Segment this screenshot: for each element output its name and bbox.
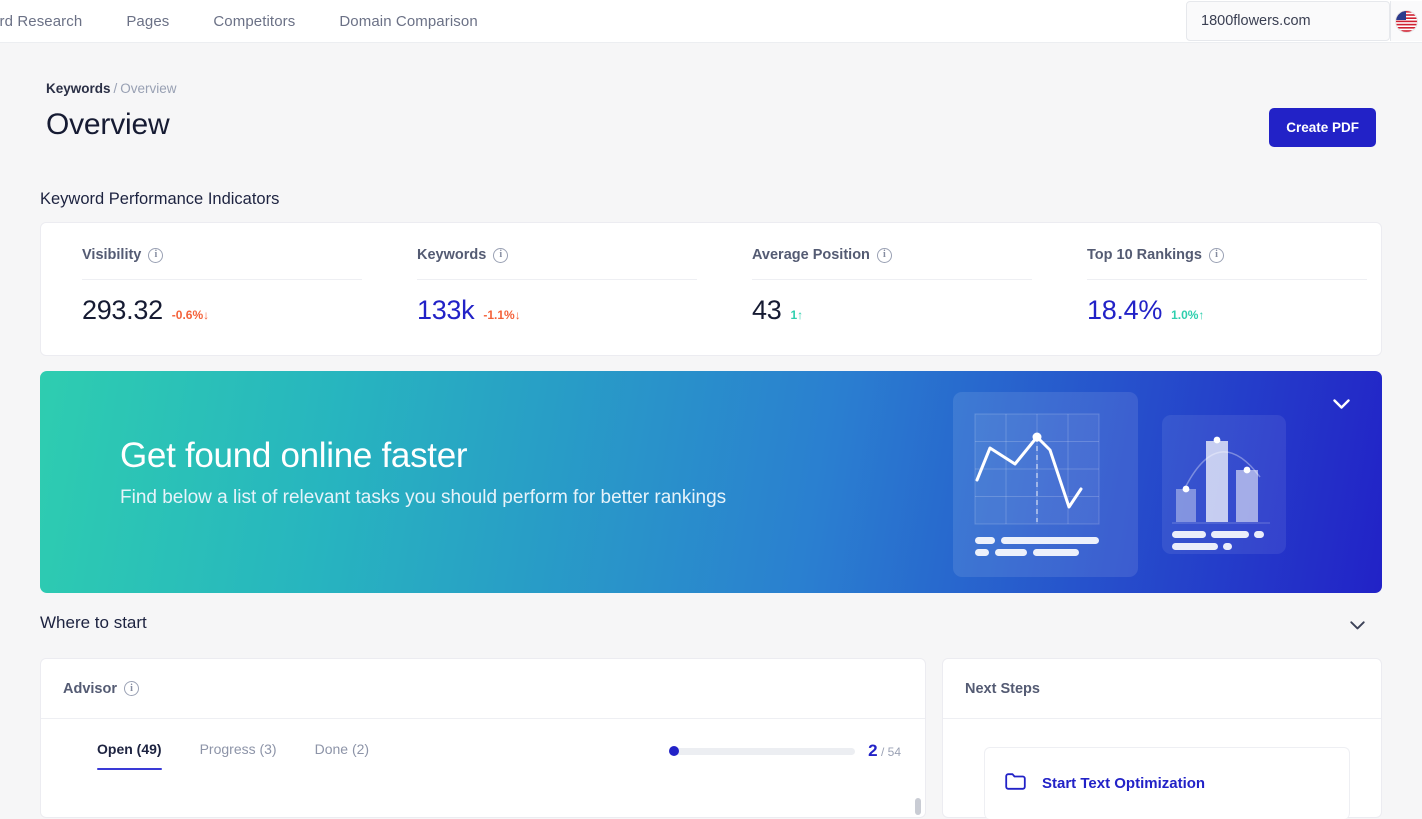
advisor-header: Advisor i — [41, 659, 925, 719]
kpi-delta-value: 1 — [790, 308, 798, 322]
promo-subline: Find below a list of relevant tasks you … — [120, 487, 727, 508]
advisor-card: Advisor i Open (49) Progress (3) Done (2… — [40, 658, 926, 818]
arrow-down-icon: ↓ — [514, 308, 521, 322]
info-icon[interactable]: i — [1208, 247, 1224, 263]
nav-item-domain-comparison[interactable]: Domain Comparison — [339, 12, 478, 30]
kpi-header: Top 10 Rankings i — [1087, 247, 1381, 263]
kpi-header: Average Position i — [752, 247, 1046, 263]
progress-counter: 2 / 54 — [868, 741, 901, 761]
tab-progress[interactable]: Progress (3) — [199, 741, 277, 757]
promo-banner: Get found online faster Find below a lis… — [40, 371, 1382, 593]
next-steps-title: Next Steps — [965, 680, 1040, 697]
kpi-value[interactable]: 133k — [417, 295, 475, 325]
top-navigation-bar: Keyword Research Pages Competitors Domai… — [0, 0, 1422, 43]
kpi-value-row: 133k -1.1%↓ — [417, 295, 521, 326]
kpi-section-title: Keyword Performance Indicators — [40, 190, 280, 208]
progress-current: 2 — [868, 741, 878, 760]
info-icon[interactable]: i — [493, 247, 509, 263]
chevron-down-icon[interactable] — [1328, 391, 1354, 417]
kpi-value: 43 — [752, 295, 782, 325]
nav-item-keyword-research[interactable]: Keyword Research — [0, 12, 83, 30]
kpi-label: Top 10 Rankings — [1087, 247, 1202, 263]
nav-item-pages[interactable]: Pages — [126, 12, 170, 30]
us-flag-icon — [1396, 10, 1417, 32]
kpi-cell-average-position: Average Position i 43 1↑ — [711, 223, 1046, 355]
info-icon[interactable]: i — [148, 247, 164, 263]
country-selector[interactable] — [1390, 1, 1422, 41]
progress-handle[interactable] — [669, 746, 680, 756]
kpi-label: Keywords — [417, 247, 487, 263]
tab-open[interactable]: Open (49) — [97, 741, 162, 770]
kpi-divider — [1087, 279, 1367, 280]
kpi-cell-visibility: Visibility i 293.32 -0.6%↓ — [41, 223, 376, 355]
kpi-delta: -1.1%↓ — [483, 308, 520, 322]
kpi-delta: -0.6%↓ — [172, 308, 209, 322]
next-steps-card: Next Steps Start Text Optimization — [942, 658, 1382, 819]
info-icon[interactable]: i — [124, 681, 139, 696]
breadcrumb-separator: / — [113, 81, 118, 96]
kpi-cell-top-10-rankings: Top 10 Rankings i 18.4% 1.0%↑ — [1046, 223, 1381, 355]
kpi-value-row: 18.4% 1.0%↑ — [1087, 295, 1204, 326]
arrow-up-icon: ↑ — [1198, 308, 1205, 322]
kpi-header: Keywords i — [417, 247, 711, 263]
progress-total: / 54 — [880, 745, 901, 759]
kpi-divider — [82, 279, 362, 280]
kpi-value-row: 43 1↑ — [752, 295, 803, 326]
kpi-label: Average Position — [752, 247, 870, 263]
top-nav-items: Keyword Research Pages Competitors Domai… — [0, 0, 522, 42]
breadcrumb-root[interactable]: Keywords — [46, 81, 111, 96]
line-chart-illustration — [953, 392, 1138, 577]
where-to-start-title: Where to start — [40, 613, 147, 632]
progress-slider[interactable] — [669, 746, 856, 756]
advisor-scrollbar[interactable] — [915, 798, 921, 815]
chevron-down-icon[interactable] — [1346, 615, 1368, 637]
arrow-up-icon: ↑ — [797, 308, 804, 322]
domain-selector[interactable]: 1800flowers.com — [1186, 1, 1390, 41]
arrow-down-icon: ↓ — [203, 308, 210, 322]
kpi-delta-value: -1.1% — [483, 308, 515, 322]
kpi-delta: 1.0%↑ — [1171, 308, 1204, 322]
tab-done[interactable]: Done (2) — [314, 741, 370, 757]
advisor-body: Open (49) Progress (3) Done (2) 2 / 54 — [41, 719, 925, 770]
nav-item-competitors[interactable]: Competitors — [213, 12, 296, 30]
kpi-value[interactable]: 18.4% — [1087, 295, 1163, 325]
kpi-card-group: Visibility i 293.32 -0.6%↓ Keywords i 13… — [40, 222, 1382, 356]
next-step-label: Start Text Optimization — [1042, 775, 1206, 792]
kpi-value-row: 293.32 -0.6%↓ — [82, 295, 209, 326]
kpi-value: 293.32 — [82, 295, 163, 325]
promo-headline: Get found online faster — [120, 436, 468, 475]
domain-selector-value: 1800flowers.com — [1201, 13, 1311, 29]
kpi-divider — [752, 279, 1032, 280]
page-title: Overview — [46, 108, 170, 141]
kpi-delta-value: -0.6% — [171, 308, 204, 322]
next-steps-header: Next Steps — [943, 659, 1381, 719]
kpi-delta-value: 1.0% — [1171, 308, 1199, 322]
breadcrumb-current: Overview — [120, 81, 177, 96]
advisor-tabs: Open (49) Progress (3) Done (2) — [97, 719, 369, 770]
kpi-label: Visibility — [82, 247, 142, 263]
create-pdf-button[interactable]: Create PDF — [1269, 108, 1376, 147]
breadcrumb: Keywords / Overview — [46, 81, 177, 96]
advisor-progress: 2 / 54 — [669, 741, 901, 761]
advisor-title: Advisor — [63, 680, 117, 697]
folder-icon — [1005, 772, 1026, 795]
kpi-divider — [417, 279, 697, 280]
kpi-delta: 1↑ — [790, 308, 803, 322]
next-step-item[interactable]: Start Text Optimization — [984, 747, 1350, 819]
kpi-header: Visibility i — [82, 247, 376, 263]
kpi-cell-keywords: Keywords i 133k -1.1%↓ — [376, 223, 711, 355]
bar-chart-illustration — [1162, 415, 1286, 554]
info-icon[interactable]: i — [876, 247, 892, 263]
